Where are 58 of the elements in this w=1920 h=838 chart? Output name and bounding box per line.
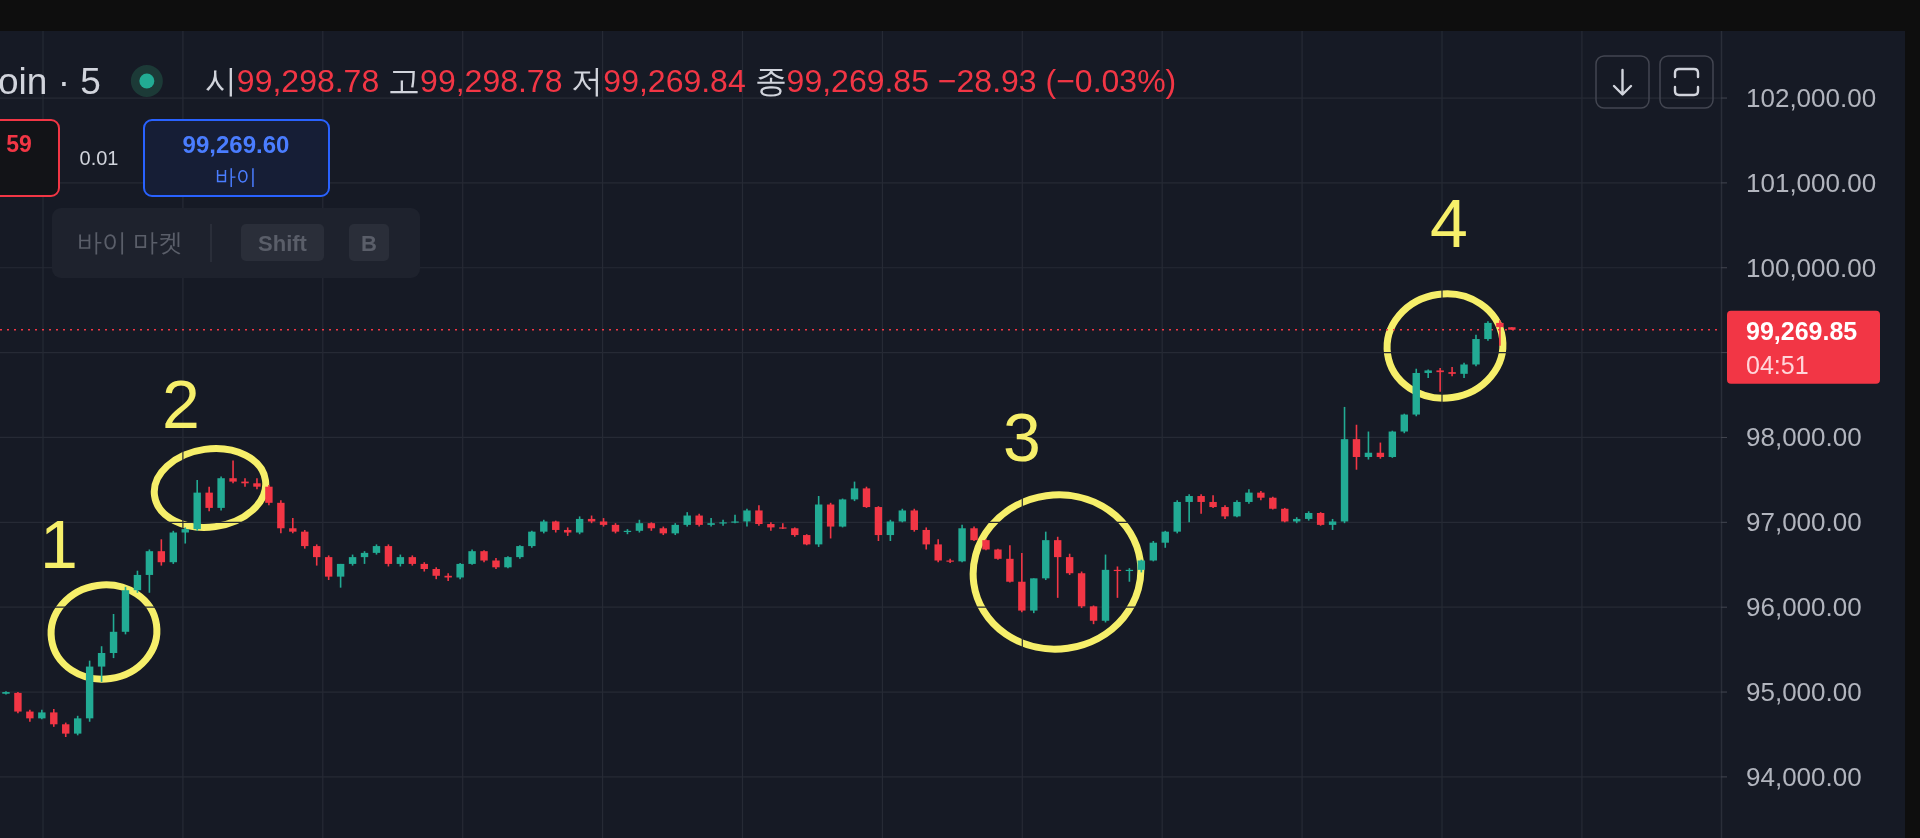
y-tick-label: 94,000.00 [1746,761,1862,792]
candlestick [289,517,297,535]
annotation: 59 [6,131,32,157]
candlestick [384,543,393,568]
text: oin · 5 [0,60,101,102]
text: 04:51 [1746,350,1809,379]
candlestick [145,548,154,594]
text: 시99,298.78 고99,298.78 저99,269.84 종99,269.85 −28.93 (−0.03%) [204,63,1177,99]
candlestick [922,526,930,551]
candlestick [133,569,142,594]
candlestick [826,502,835,540]
candlestick [1484,320,1492,342]
candlestick [1364,430,1373,461]
annotation: 3 [1003,399,1041,475]
annotation: 2 [162,366,200,442]
candlestick [755,504,763,527]
annotation: 바이 마켓 [76,228,184,256]
annotation: 1 [40,506,78,582]
candlestick [910,507,918,533]
candlestick [1436,367,1444,393]
candlestick [229,459,237,485]
y-tick-label: 98,000.00 [1746,422,1862,453]
ref-line-label: 99,269.85 [1746,316,1858,345]
y-tick-label: 97,000.00 [1746,507,1862,538]
candlestick [14,691,22,715]
candlestick [862,485,871,509]
candlestick [1006,544,1014,584]
candlestick [205,485,213,513]
candlestick [313,543,321,567]
candlestick [886,518,895,542]
candlestick [157,538,166,567]
candlestick [1400,412,1408,435]
annotation: 0.01 [79,147,119,169]
candlestick [934,538,942,564]
candlestick [1352,423,1361,471]
annotation: 4 [1430,185,1468,261]
y-tick-label: 102,000.00 [1746,83,1877,114]
candlestick [181,526,189,545]
candlestick [707,517,715,528]
annotation: 바이 [215,164,257,188]
candlestick [1065,552,1074,576]
y-tick-label: 95,000.00 [1746,677,1862,708]
candlestick [1448,366,1456,378]
candlestick [265,484,273,507]
y-tick-label: 101,000.00 [1746,167,1877,198]
candlestick [1185,493,1193,524]
candlestick [301,529,309,550]
candlestick [1089,604,1098,625]
candlestick [850,480,859,502]
y-tick-label: 100,000.00 [1746,252,1877,283]
candlestick [324,554,333,581]
candlestick [97,645,106,683]
candlestick [73,715,82,737]
y-tick-label: 96,000.00 [1746,592,1862,623]
candlestick [1053,535,1062,599]
candlestick [109,613,118,659]
annotation: 99,269.60 [182,130,290,158]
candlestick [1197,493,1205,515]
